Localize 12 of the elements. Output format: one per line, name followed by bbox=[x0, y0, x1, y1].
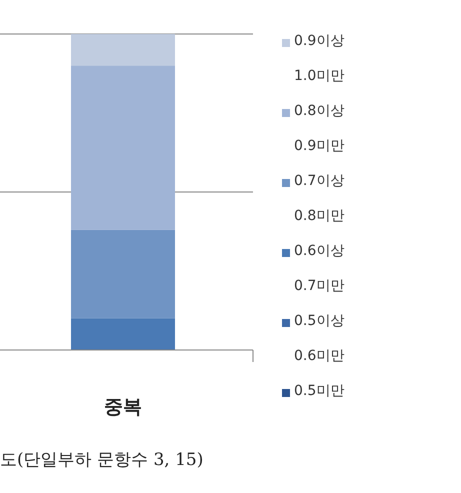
x-tick-label: 중복 bbox=[104, 396, 142, 418]
text: 0.5이상 0.6미만 bbox=[294, 313, 344, 364]
text: 0.6이상 0.7미만 bbox=[294, 243, 344, 294]
text: 도(단일부하 문항수 3, 15) bbox=[0, 450, 204, 470]
bar bbox=[71, 230, 175, 318]
text: 0.7이상 0.8미만 bbox=[294, 173, 344, 224]
bar bbox=[71, 318, 175, 350]
legend-label: 0.5미만 bbox=[294, 382, 346, 401]
bar bbox=[71, 66, 175, 230]
text: 0.9이상 1.0미만 bbox=[294, 33, 344, 84]
text: 0.8이상 0.9미만 bbox=[294, 103, 344, 154]
bar bbox=[71, 34, 175, 66]
